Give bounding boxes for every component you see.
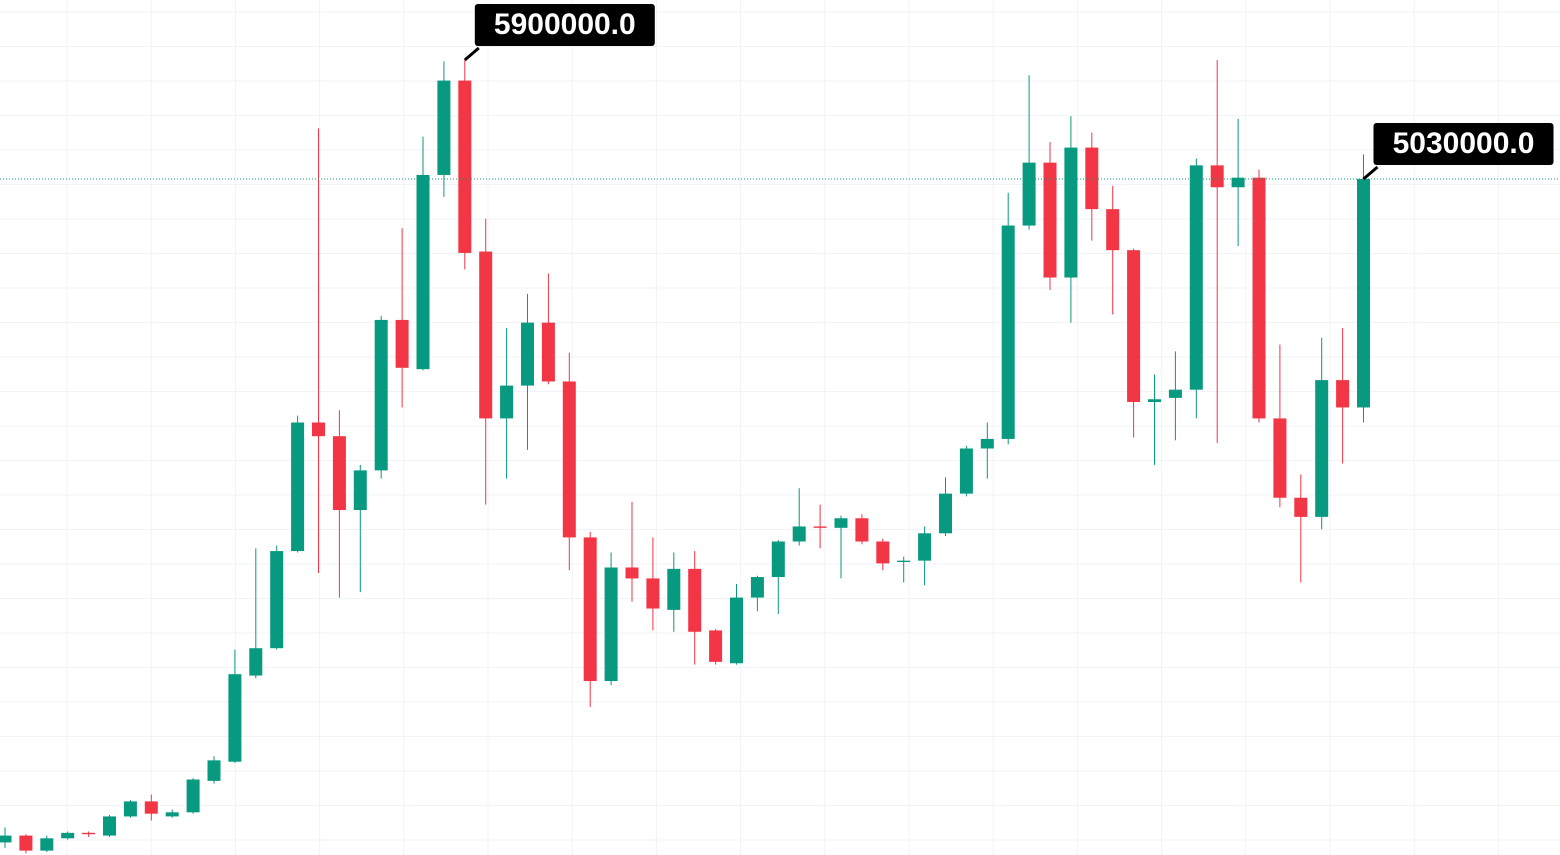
- annotation-box: [1373, 123, 1554, 166]
- candle-body: [959, 448, 973, 494]
- candle-body: [792, 526, 806, 542]
- candle-body: [583, 537, 597, 682]
- candle-body: [541, 322, 555, 382]
- candle-body: [374, 319, 388, 471]
- candle-body: [688, 568, 702, 632]
- candle-body: [521, 322, 534, 386]
- candle-body: [437, 80, 451, 175]
- candle-body: [876, 541, 890, 564]
- candle-body: [1022, 162, 1036, 226]
- annotation-pointer: [463, 46, 480, 62]
- candle-body: [103, 816, 116, 836]
- candle-body: [353, 470, 367, 511]
- candle-body: [939, 493, 952, 534]
- candle-body: [458, 80, 472, 253]
- candle-body: [1064, 147, 1078, 278]
- candle-body: [1168, 389, 1182, 398]
- candle-body: [750, 577, 764, 598]
- candle-body: [0, 835, 12, 843]
- candle-body: [855, 518, 869, 542]
- candle-body: [1273, 418, 1287, 498]
- candle-body: [1085, 147, 1099, 210]
- candle-body: [667, 568, 681, 610]
- candle-body: [82, 832, 96, 835]
- candle-body: [730, 597, 743, 664]
- candle-body: [918, 533, 932, 561]
- candle-body: [291, 422, 305, 552]
- candle-body: [897, 560, 911, 563]
- candle-body: [646, 578, 660, 609]
- candle-body: [186, 779, 200, 813]
- annotation-label: 5030000.0: [1393, 127, 1535, 160]
- candle-body: [61, 832, 75, 839]
- candle-body: [813, 526, 827, 528]
- candle-body: [165, 812, 179, 817]
- candle-body: [1315, 380, 1329, 517]
- candle-body: [625, 567, 639, 579]
- candle-body: [123, 801, 137, 817]
- candle-body: [500, 385, 514, 419]
- candle-body: [562, 381, 576, 538]
- candle-body: [709, 630, 723, 662]
- candle-body: [395, 319, 409, 368]
- candle-body: [40, 838, 54, 851]
- candle-body: [1043, 162, 1057, 278]
- annotation-label: 5900000.0: [494, 8, 636, 41]
- candle-body: [1148, 399, 1161, 402]
- candle-body: [144, 801, 158, 814]
- annotation-box: [474, 4, 655, 47]
- candle-body: [249, 648, 263, 676]
- candle-body: [1189, 165, 1203, 390]
- candle-body: [270, 551, 284, 649]
- candle-body: [19, 835, 33, 851]
- candle-body: [416, 174, 430, 370]
- candle-body: [1001, 225, 1015, 439]
- candle-body: [1210, 165, 1224, 188]
- candle-body: [1252, 177, 1266, 419]
- annotation-pointer: [1362, 165, 1379, 181]
- candle-body: [1231, 177, 1245, 188]
- candle-body: [834, 518, 848, 528]
- candle-body: [332, 436, 346, 511]
- candle-body: [1294, 497, 1308, 517]
- candle-body: [1357, 179, 1370, 408]
- candle-body: [1106, 209, 1120, 251]
- candle-body: [1336, 380, 1350, 408]
- candle-body: [312, 422, 325, 437]
- candle-body: [228, 674, 242, 762]
- candle-body: [771, 541, 785, 578]
- candle-body: [207, 760, 221, 781]
- candle-body: [1127, 250, 1141, 402]
- candle-body: [604, 567, 618, 682]
- candle-body: [980, 438, 994, 449]
- candle-body: [479, 251, 493, 419]
